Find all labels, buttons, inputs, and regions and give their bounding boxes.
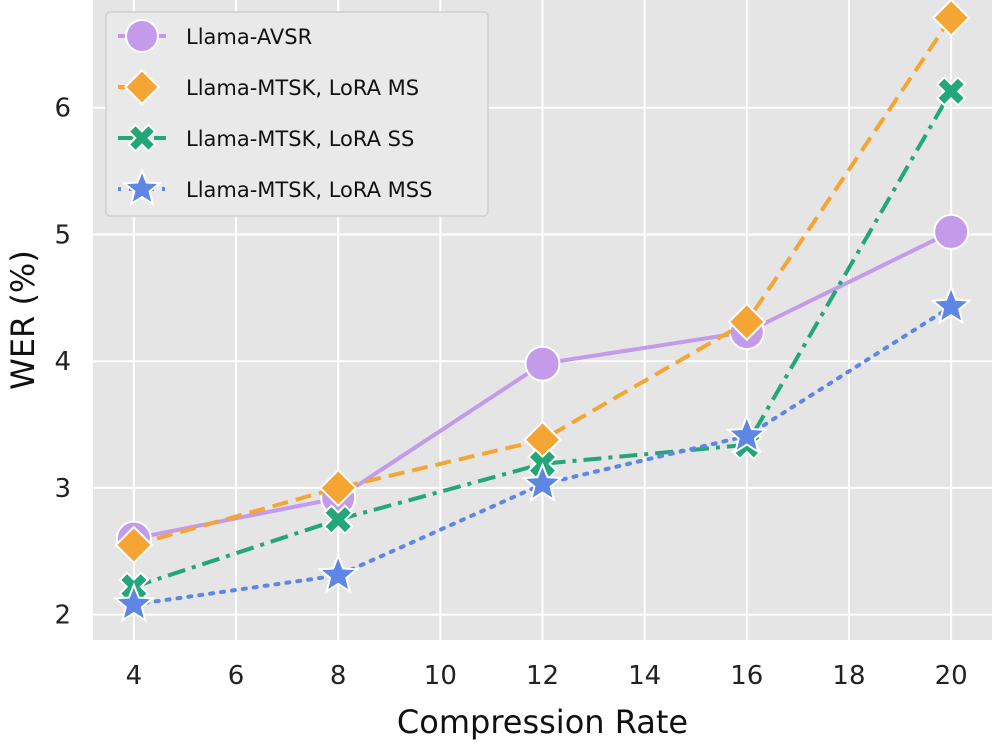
data-point [322, 504, 354, 535]
data-point [521, 461, 564, 503]
legend-label: Llama-MTSK, LoRA SS [186, 127, 414, 151]
legend-item: Llama-AVSR [118, 19, 312, 53]
y-tick-label: 5 [54, 220, 71, 250]
series-line [133, 90, 953, 589]
series-2 [114, 0, 971, 565]
x-axis-label: Compression Rate [397, 703, 688, 741]
legend-marker [125, 19, 159, 53]
legend-item: Llama-MTSK, LoRA MSS [118, 167, 432, 207]
data-point [935, 75, 967, 107]
data-point [929, 284, 973, 325]
data-point [933, 213, 970, 250]
x-tick-label: 16 [730, 661, 763, 691]
data-point [114, 525, 154, 565]
legend-marker [123, 68, 161, 106]
x-tick-label: 14 [628, 661, 661, 691]
legend-label: Llama-AVSR [186, 25, 312, 49]
y-tick-label: 6 [54, 94, 71, 124]
legend-item: Llama-MTSK, LoRA MS [118, 68, 419, 106]
series-4 [112, 284, 973, 623]
legend-label: Llama-MTSK, LoRA MS [186, 76, 419, 100]
legend-box [105, 11, 489, 217]
data-point [931, 0, 971, 38]
data-point [112, 582, 156, 623]
y-tick-label: 4 [54, 347, 71, 377]
x-tick-label: 6 [228, 661, 245, 691]
y-tick-label: 3 [54, 474, 71, 504]
x-tick-label: 4 [126, 661, 143, 691]
x-tick-label: 8 [330, 661, 347, 691]
legend-marker [121, 167, 163, 207]
y-axis-label: WER (%) [4, 250, 42, 390]
x-tick-label: 18 [832, 661, 865, 691]
legend-item: Llama-MTSK, LoRA SS [118, 123, 414, 153]
data-point [727, 302, 767, 342]
data-point [317, 553, 360, 594]
x-tick-label: 20 [935, 661, 968, 691]
data-point [725, 413, 768, 454]
x-axis-ticks: 4 6 8 10 12 14 16 18 20 [126, 661, 968, 691]
data-point [318, 468, 358, 508]
x-tick-label: 12 [526, 661, 559, 691]
x-tick-label: 10 [424, 661, 457, 691]
data-point [524, 345, 561, 382]
legend-label: Llama-MTSK, LoRA MSS [186, 178, 432, 202]
series-group [112, 0, 973, 623]
legend: Llama-AVSR Llama-MTSK, LoRA MS Llama-MTSK,… [105, 11, 489, 217]
y-tick-label: 2 [54, 601, 71, 631]
legend-marker [127, 123, 157, 153]
y-axis-ticks: 2 3 4 5 6 [54, 94, 71, 631]
